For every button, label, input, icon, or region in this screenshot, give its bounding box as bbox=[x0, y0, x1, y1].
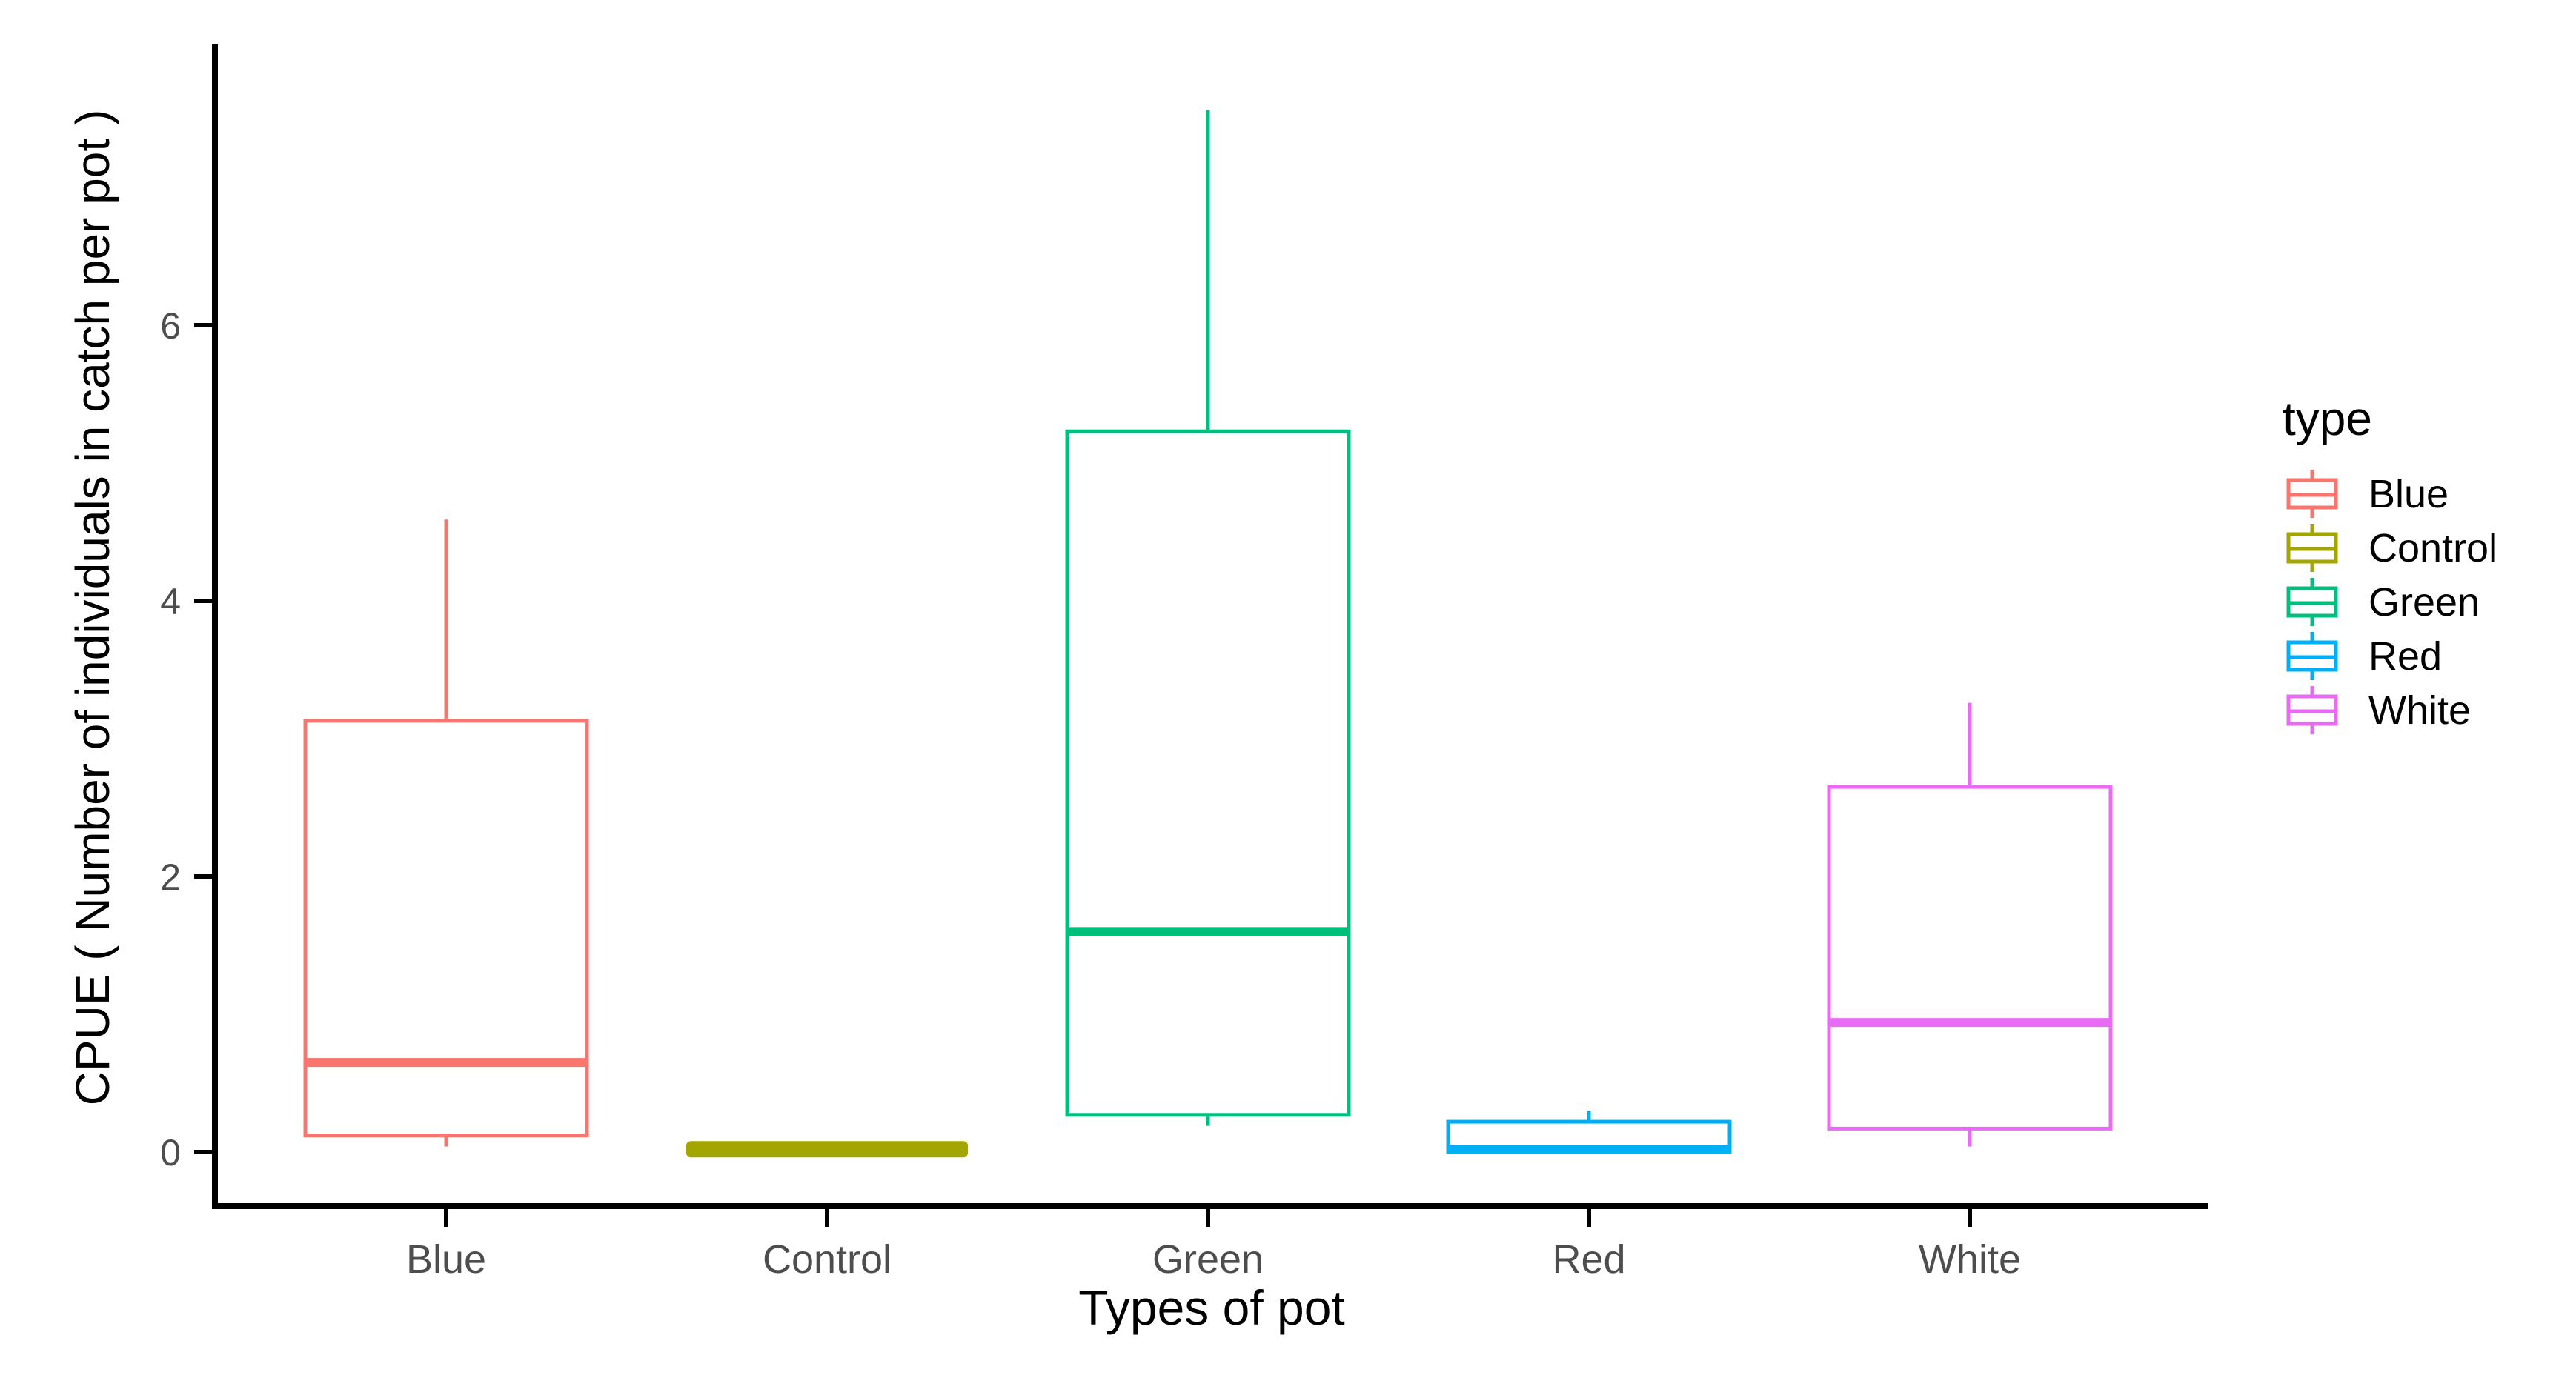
x-tick-label: Blue bbox=[406, 1237, 486, 1282]
y-tick-label: 4 bbox=[160, 581, 181, 622]
legend: type Blue Control Green Red White bbox=[2283, 391, 2497, 737]
x-tick-label: White bbox=[1919, 1237, 2021, 1282]
legend-item-white: White bbox=[2283, 683, 2497, 737]
legend-key-boxplot-icon bbox=[2286, 470, 2338, 518]
legend-item-label: Green bbox=[2368, 579, 2480, 625]
y-tick-label: 0 bbox=[160, 1132, 181, 1174]
legend-item-blue: Blue bbox=[2283, 467, 2497, 521]
boxplot-green bbox=[1065, 110, 1351, 1126]
x-tick-label: Red bbox=[1552, 1237, 1625, 1282]
legend-item-label: Blue bbox=[2368, 471, 2449, 516]
legend-items: Blue Control Green Red White bbox=[2283, 467, 2497, 737]
iqr-box bbox=[1065, 429, 1351, 1117]
boxplot-white bbox=[1827, 702, 2113, 1147]
legend-item-label: Red bbox=[2368, 633, 2443, 679]
legend-item-green: Green bbox=[2283, 575, 2497, 629]
legend-title: type bbox=[2283, 392, 2372, 445]
iqr-box bbox=[1827, 785, 2113, 1131]
boxplot-control bbox=[686, 1141, 968, 1158]
iqr-box bbox=[303, 719, 589, 1138]
legend-item-label: Control bbox=[2368, 525, 2498, 570]
x-tick-label: Green bbox=[1152, 1237, 1264, 1282]
boxplot-red bbox=[1446, 1111, 1732, 1154]
legend-key-boxplot-icon bbox=[2286, 524, 2338, 572]
x-axis-title: Types of pot bbox=[1078, 1280, 1345, 1335]
legend-item-label: White bbox=[2368, 688, 2472, 733]
legend-item-red: Red bbox=[2283, 629, 2497, 683]
legend-key-boxplot-icon bbox=[2286, 686, 2338, 734]
collapsed-box bbox=[686, 1141, 968, 1158]
legend-key-boxplot-icon bbox=[2286, 632, 2338, 680]
x-tick-label: Control bbox=[763, 1237, 892, 1282]
legend-key-boxplot-icon bbox=[2286, 578, 2338, 626]
y-tick-label: 6 bbox=[160, 305, 181, 347]
y-axis-title: CPUE ( Number of individuals in catch pe… bbox=[66, 109, 119, 1106]
boxplot-blue bbox=[303, 519, 589, 1147]
y-tick-label: 2 bbox=[160, 856, 181, 898]
legend-item-control: Control bbox=[2283, 521, 2497, 575]
